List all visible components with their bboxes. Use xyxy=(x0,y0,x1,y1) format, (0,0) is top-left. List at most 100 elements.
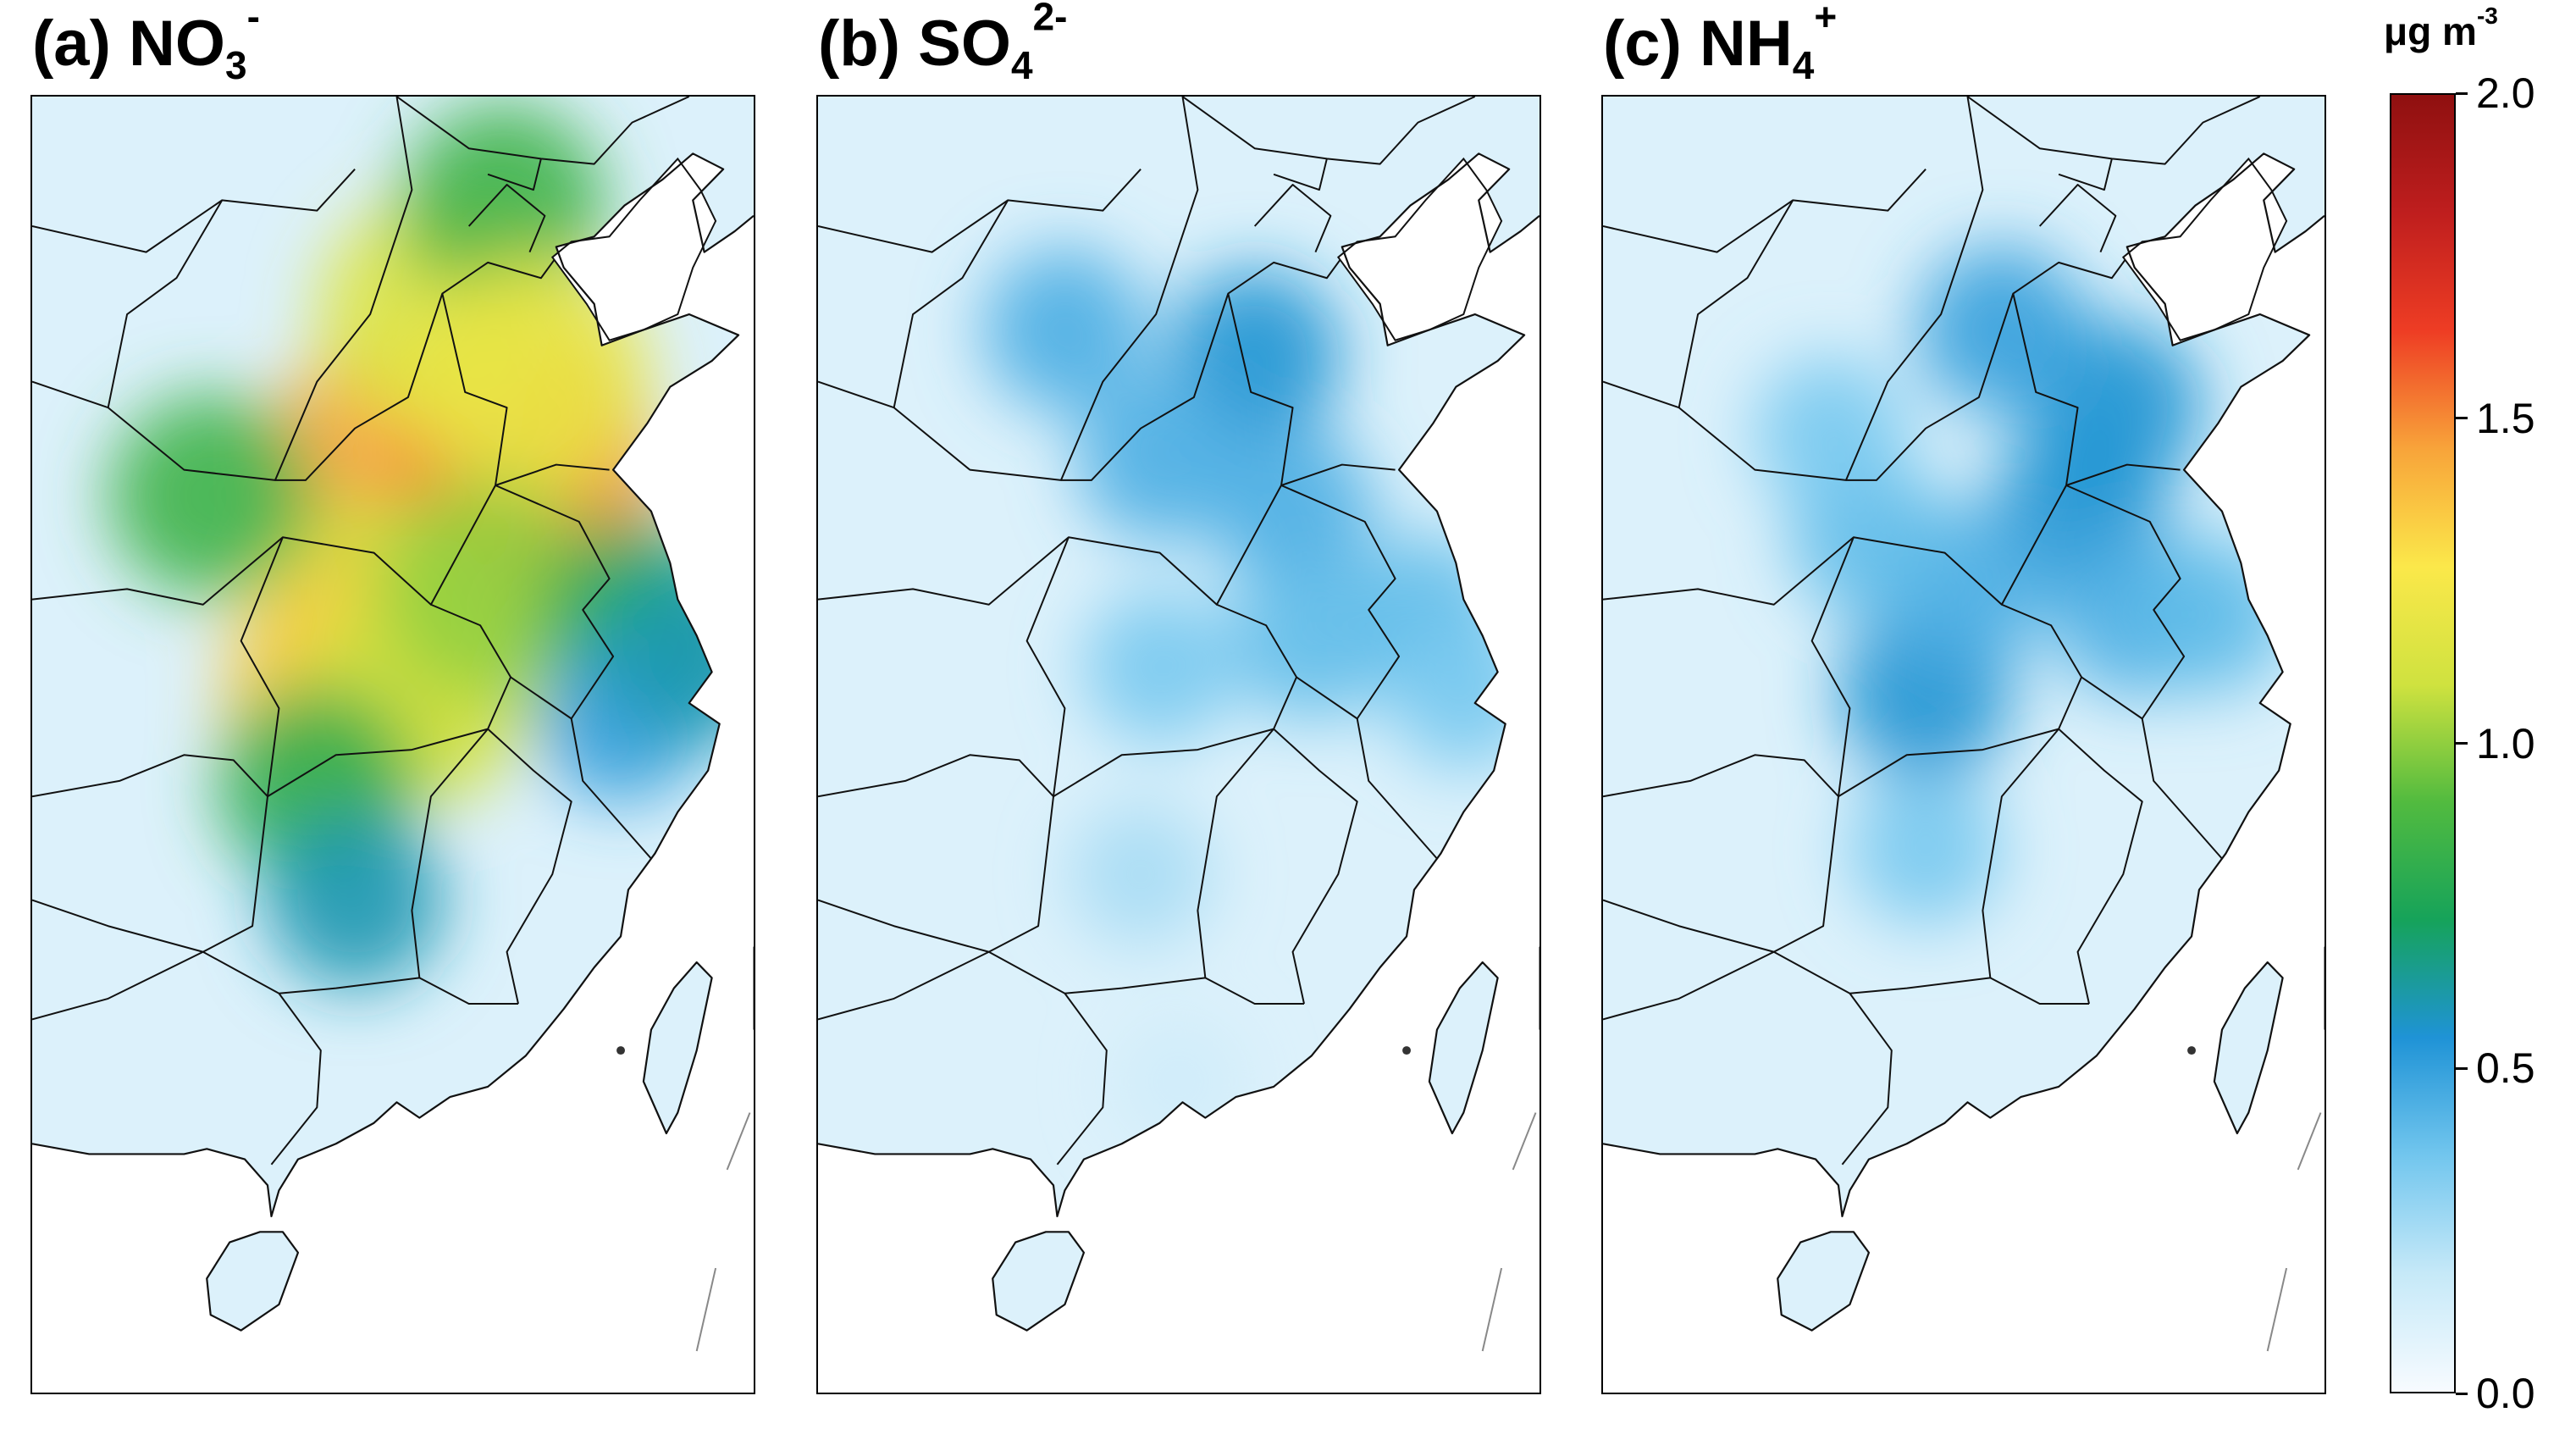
penghu-island xyxy=(1402,1046,1412,1055)
province-border xyxy=(2141,718,2223,860)
province-border xyxy=(1603,950,1775,1021)
province-border xyxy=(1273,158,1328,191)
concentration-hotspot xyxy=(1078,377,1242,542)
map-svg-b xyxy=(818,97,1540,1352)
minor-islands xyxy=(695,946,754,1352)
province-border xyxy=(2038,184,2117,253)
taiwan-island xyxy=(1428,961,1499,1135)
province-border xyxy=(32,950,204,1021)
province-border xyxy=(2065,485,2186,720)
colorbar-tick-label: 1.0 xyxy=(2476,719,2535,767)
map-panel-c xyxy=(1601,95,2326,1394)
province-borders xyxy=(1603,97,2261,1166)
map-svg-a xyxy=(32,97,754,1352)
map-panel-a xyxy=(30,95,755,1394)
province-border xyxy=(1181,97,1476,165)
concentration-hotspot xyxy=(1112,1014,1246,1149)
colorbar-unit: μg m-3 xyxy=(2384,2,2498,53)
mainland-coastline xyxy=(32,152,754,1218)
province-border xyxy=(818,536,1070,798)
province-border xyxy=(32,292,508,606)
panel-title-b: (b) SO42- xyxy=(818,0,1068,88)
penghu-island xyxy=(616,1046,626,1055)
island-line xyxy=(726,1112,751,1171)
province-border xyxy=(1603,292,2079,606)
taiwan-island xyxy=(2213,961,2284,1135)
province-border xyxy=(395,97,690,165)
province-border xyxy=(202,950,420,994)
concentration-hotspot xyxy=(378,479,598,700)
concentration-hotspot xyxy=(2131,535,2290,695)
coastline xyxy=(818,152,1540,1332)
colorbar-tick xyxy=(2456,1392,2468,1395)
colorbar-tick-label: 2.0 xyxy=(2476,69,2535,117)
island-line xyxy=(695,1267,717,1352)
province-border xyxy=(988,950,1206,994)
concentration-hotspot xyxy=(982,247,1147,413)
province-border xyxy=(495,463,610,486)
province-border xyxy=(1197,728,1305,1005)
concentration-hotspot xyxy=(108,393,313,598)
province-border xyxy=(2012,257,2128,295)
province-border xyxy=(818,97,1199,481)
province-border xyxy=(487,728,572,1005)
colorbar-tick-label: 0.5 xyxy=(2476,1044,2535,1093)
colorbar-tick-label: 0.0 xyxy=(2476,1370,2535,1417)
bohai-sea xyxy=(1336,157,1503,341)
minor-islands xyxy=(2266,946,2324,1352)
map-panel-b xyxy=(816,95,1541,1394)
minor-islands xyxy=(1481,946,1540,1352)
colorbar xyxy=(2390,93,2456,1393)
bohai-sea xyxy=(550,157,717,341)
mainland-coastline xyxy=(818,152,1540,1218)
colorbar-tick xyxy=(2456,417,2468,420)
province-border xyxy=(107,199,224,408)
panel-title-c: (c) NH4+ xyxy=(1603,0,1838,88)
bohai-sea xyxy=(2121,157,2288,341)
map-svg-c xyxy=(1603,97,2324,1352)
province-border xyxy=(1966,97,2261,165)
concentration-hotspot xyxy=(1849,771,2003,926)
province-border xyxy=(1356,718,1438,860)
concentration-hotspot xyxy=(265,810,445,990)
province-borders xyxy=(818,97,1476,1166)
penghu-island xyxy=(2187,1046,2197,1055)
concentration-hotspot xyxy=(1211,429,1375,594)
island-line xyxy=(1481,1267,1503,1352)
province-border xyxy=(1603,536,1855,798)
province-border xyxy=(411,728,519,1005)
island-line xyxy=(2266,1267,2288,1352)
colorbar-tick xyxy=(2456,91,2468,95)
province-border xyxy=(1253,184,1332,253)
coastline xyxy=(32,152,754,1332)
province-border xyxy=(487,158,542,191)
taiwan-island xyxy=(642,961,713,1135)
province-border xyxy=(2058,728,2143,1005)
province-border xyxy=(818,292,1294,606)
province-border xyxy=(893,199,1009,408)
province-border xyxy=(441,257,557,295)
province-border xyxy=(2065,463,2181,486)
province-border xyxy=(270,993,322,1166)
province-borders xyxy=(32,97,690,1166)
hainan-island xyxy=(206,1231,300,1332)
mainland-coastline xyxy=(1603,152,2324,1218)
province-border xyxy=(1280,463,1396,486)
province-border xyxy=(1280,485,1401,720)
colorbar-tick xyxy=(2456,1066,2468,1070)
concentration-hotspot xyxy=(1386,615,1540,770)
province-border xyxy=(1982,728,2090,1005)
province-border xyxy=(1603,169,1926,253)
coastline xyxy=(1603,152,2324,1332)
province-border xyxy=(1678,199,1794,408)
province-border xyxy=(570,718,652,860)
province-border xyxy=(1773,950,1991,994)
concentration-hotspot xyxy=(1754,356,1908,511)
concentration-hotspot xyxy=(1083,590,1237,745)
province-border xyxy=(1841,993,1893,1166)
hainan-island xyxy=(1777,1231,1871,1332)
concentration-hotspot xyxy=(1069,802,1213,946)
province-border xyxy=(32,97,413,481)
hainan-island xyxy=(992,1231,1086,1332)
panel-title-a: (a) NO3- xyxy=(32,0,260,88)
